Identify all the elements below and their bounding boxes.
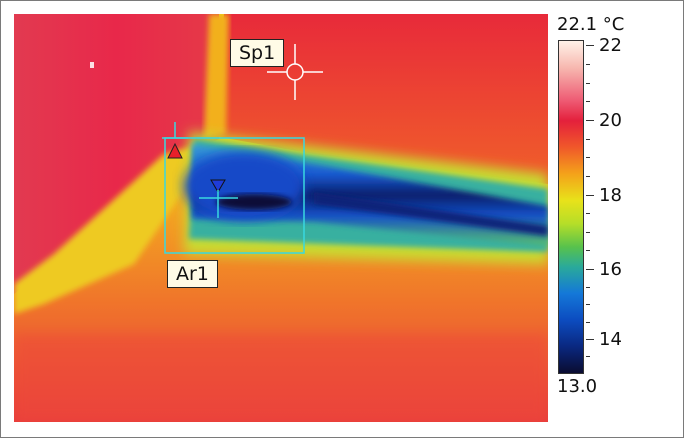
tick-label-20: 20 xyxy=(599,110,622,131)
cold-spot-core xyxy=(216,194,292,210)
thermal-scene xyxy=(14,14,548,422)
reflection-dot xyxy=(90,62,94,68)
cold-line xyxy=(314,192,548,236)
tick-20 xyxy=(586,120,594,121)
tick-label-18: 18 xyxy=(599,185,622,206)
temperature-colorbar xyxy=(558,40,584,374)
tick-label-14: 14 xyxy=(599,329,622,350)
left-wall-region xyxy=(14,14,219,294)
area-box-ar1[interactable] xyxy=(164,137,305,254)
floor-wall-edge xyxy=(14,139,219,314)
tick-18 xyxy=(586,195,594,196)
area-label-ar1[interactable]: Ar1 xyxy=(167,260,218,288)
tick-label-22: 22 xyxy=(599,35,622,56)
tick-label-16: 16 xyxy=(599,259,622,280)
floor-warm-region xyxy=(14,334,548,422)
back-wall-region xyxy=(214,14,548,184)
spot-label-sp1[interactable]: Sp1 xyxy=(230,39,285,67)
tick-16 xyxy=(586,269,594,270)
wall-corner-edge xyxy=(204,14,229,139)
cold-marker-triangle[interactable] xyxy=(210,179,226,193)
cold-spot-glow xyxy=(184,152,304,220)
scale-max-value: 22.1 °C xyxy=(557,14,625,35)
scale-min-value: 13.0 xyxy=(557,376,598,397)
hot-marker-triangle[interactable] xyxy=(167,142,183,159)
spot-crosshair-sp1[interactable] xyxy=(267,44,323,100)
thermal-image[interactable]: Sp1 Ar1 xyxy=(14,14,548,422)
tick-14 xyxy=(586,339,594,340)
tick-22 xyxy=(586,45,594,46)
